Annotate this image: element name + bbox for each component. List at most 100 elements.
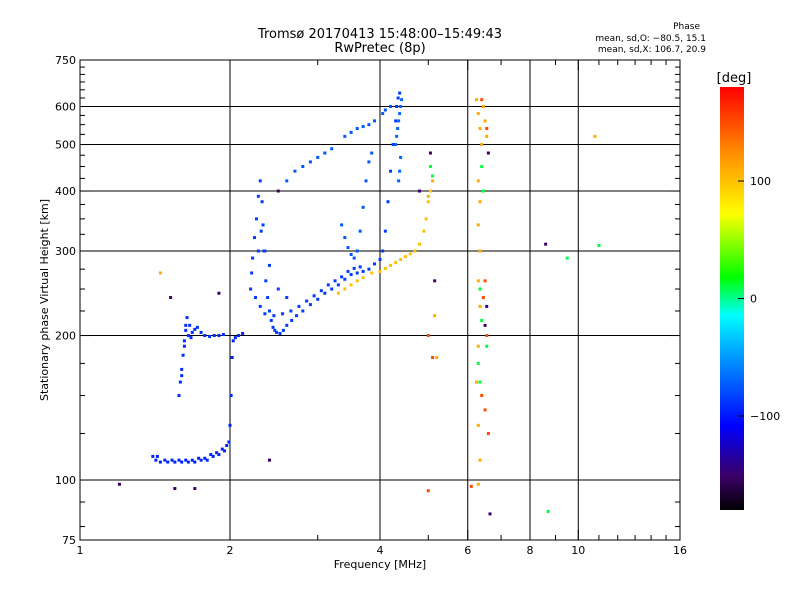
data-point	[253, 296, 257, 300]
data-point	[301, 309, 305, 313]
data-point	[250, 271, 254, 275]
colorbar-ticks: 100 0 −100	[738, 175, 780, 423]
data-point	[431, 179, 435, 183]
data-point	[231, 339, 235, 343]
data-point	[426, 489, 430, 493]
data-point	[154, 458, 158, 462]
data-point	[263, 249, 267, 253]
data-point	[485, 126, 489, 130]
data-point	[221, 332, 225, 336]
data-point	[272, 314, 276, 318]
data-points	[117, 91, 601, 516]
x-tick-label: 16	[673, 544, 687, 557]
data-point	[343, 277, 347, 281]
data-point	[217, 453, 221, 457]
data-point	[480, 164, 484, 168]
y-tick-label: 300	[55, 245, 76, 258]
data-point	[340, 275, 344, 279]
data-point	[305, 299, 309, 303]
data-point	[301, 164, 305, 168]
data-point	[370, 271, 374, 275]
data-point	[349, 273, 353, 277]
data-point	[413, 249, 417, 253]
data-point	[223, 449, 227, 453]
data-point	[378, 258, 382, 262]
data-point	[483, 279, 487, 283]
data-point	[476, 279, 480, 283]
data-point	[398, 112, 402, 116]
data-point	[485, 344, 489, 348]
axes: 1 2 4 6 8 10 16 75 100 200 300 400 500 600 750 Freque…	[38, 54, 687, 571]
data-point	[373, 262, 377, 266]
data-point	[340, 223, 344, 227]
data-point	[378, 269, 382, 273]
data-point	[476, 482, 480, 486]
data-point	[266, 296, 270, 300]
data-point	[163, 458, 167, 462]
colorbar-tick-label: 100	[750, 175, 771, 188]
data-point	[336, 283, 340, 287]
data-point	[394, 260, 398, 264]
data-point	[173, 460, 177, 464]
data-point	[229, 394, 233, 398]
data-point	[184, 323, 188, 327]
y-axis-label: Stationary phase Virtual Height [km]	[38, 199, 51, 401]
data-point	[267, 263, 271, 267]
data-point	[481, 105, 485, 109]
data-point	[203, 334, 207, 338]
data-point	[433, 279, 437, 283]
data-point	[544, 242, 548, 246]
data-point	[258, 179, 262, 183]
data-point	[433, 314, 437, 318]
data-point	[297, 304, 301, 308]
data-point	[481, 296, 485, 300]
data-point	[428, 189, 432, 193]
data-point	[399, 105, 403, 109]
data-point	[185, 316, 189, 320]
data-point	[281, 328, 285, 332]
colorbar-unit-label: [deg]	[717, 71, 752, 86]
data-point	[267, 458, 271, 462]
data-point	[158, 271, 162, 275]
data-point	[336, 291, 340, 295]
data-point	[367, 160, 371, 164]
data-point	[316, 155, 320, 159]
data-point	[381, 112, 385, 116]
data-point	[205, 458, 209, 462]
data-point	[182, 344, 186, 348]
data-point	[426, 334, 430, 338]
data-point	[426, 200, 430, 204]
data-point	[355, 279, 359, 283]
data-point	[343, 134, 347, 138]
phase-colorbar: [deg] 100 0 −100	[717, 71, 780, 510]
data-point	[361, 125, 365, 129]
data-point	[478, 304, 482, 308]
data-point	[184, 328, 188, 332]
data-point	[478, 126, 482, 130]
data-point	[343, 236, 347, 240]
data-point	[349, 283, 353, 287]
data-point	[193, 327, 197, 331]
data-point	[478, 287, 482, 291]
data-point	[394, 119, 398, 123]
data-point	[184, 458, 188, 462]
data-point	[225, 444, 229, 448]
data-point	[199, 458, 203, 462]
data-point	[349, 253, 353, 257]
data-point	[435, 355, 439, 359]
data-point	[355, 126, 359, 130]
data-point	[400, 98, 404, 102]
data-point	[478, 200, 482, 204]
data-point	[259, 229, 263, 233]
data-point	[217, 334, 221, 338]
data-point	[361, 276, 365, 280]
data-point	[285, 296, 289, 300]
colorbar-tick-label: 0	[750, 293, 757, 306]
data-point	[397, 119, 401, 123]
data-point	[483, 323, 487, 327]
data-point	[395, 134, 399, 138]
data-point	[233, 336, 237, 340]
data-point	[593, 134, 597, 138]
data-point	[285, 323, 289, 327]
data-point	[475, 380, 479, 384]
